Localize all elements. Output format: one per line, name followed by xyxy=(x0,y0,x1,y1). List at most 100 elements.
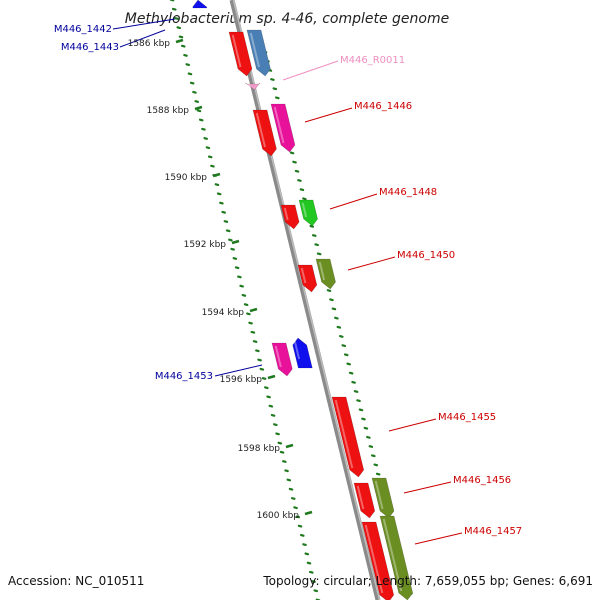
major-tick-mark xyxy=(249,307,258,313)
minor-tick xyxy=(308,570,314,574)
minor-tick xyxy=(203,137,208,140)
minor-tick xyxy=(266,395,271,399)
minor-tick xyxy=(326,289,332,292)
minor-tick xyxy=(214,183,220,187)
tick-label: 1592 kbp xyxy=(184,240,227,250)
tick-label: 1590 kbp xyxy=(165,173,208,183)
minor-tick xyxy=(275,432,280,436)
gene-label[interactable]: M446_1446 xyxy=(354,101,412,112)
minor-tick xyxy=(358,408,364,412)
gene-arrow xyxy=(379,515,414,600)
label-leaders xyxy=(112,18,463,545)
major-tick-mark xyxy=(194,105,203,111)
tick-labels: 1586 kbp 1588 kbp 1590 kbp 1592 kbp 1594 kbp… xyxy=(128,38,313,521)
minor-tick xyxy=(241,293,247,297)
minor-tick xyxy=(223,220,229,223)
minor-tick xyxy=(259,367,265,371)
tick-label: 1600 kbp xyxy=(257,511,300,521)
gene-label[interactable]: M446_1453 xyxy=(155,371,213,382)
minor-tick xyxy=(230,247,235,251)
minor-tick xyxy=(370,454,376,458)
minor-tick xyxy=(351,380,356,384)
gene-label[interactable]: M446_R0011 xyxy=(340,55,405,66)
accession-text: Accession: NC_010511 xyxy=(8,574,145,588)
minor-tick xyxy=(336,325,342,329)
gene-arrow xyxy=(297,264,318,293)
tick-label: 1588 kbp xyxy=(147,106,190,116)
gene-label[interactable]: M446_1450 xyxy=(397,250,455,261)
gene-label[interactable]: M446_1448 xyxy=(379,187,437,198)
minor-tick xyxy=(313,589,319,593)
minor-tick xyxy=(261,377,267,380)
minor-tick xyxy=(311,234,317,237)
gene-arrow-shine xyxy=(364,524,384,594)
major-tick-mark xyxy=(231,239,240,245)
minor-tick xyxy=(290,497,296,500)
gene-label[interactable]: M446_1457 xyxy=(464,526,522,537)
minor-tick xyxy=(277,441,283,445)
gene-label[interactable]: M446_1443 xyxy=(61,42,119,53)
minor-tick xyxy=(309,224,315,228)
minor-tick xyxy=(171,7,177,11)
gene-arrow xyxy=(246,29,271,77)
gene-arrow xyxy=(192,0,208,9)
minor-tick xyxy=(219,201,224,205)
minor-tick xyxy=(237,275,242,279)
minor-tick xyxy=(255,349,260,353)
gene-arrow-shine xyxy=(318,261,326,281)
minor-tick xyxy=(216,192,222,196)
gene-label[interactable]: M446_1442 xyxy=(54,24,112,35)
minor-tick xyxy=(250,330,256,334)
minor-tick xyxy=(289,151,295,155)
minor-tick xyxy=(252,340,258,343)
label-leader-line xyxy=(119,29,166,48)
minor-tick xyxy=(221,210,226,214)
minor-tick xyxy=(294,169,300,173)
gene-arrow-shine xyxy=(247,80,251,88)
minor-tick xyxy=(272,87,278,91)
minor-tick xyxy=(295,515,301,519)
minor-tick xyxy=(174,17,179,20)
gene-arrow xyxy=(270,103,296,153)
gene-arrow xyxy=(271,342,293,377)
genome-backbone xyxy=(229,0,381,600)
map-title: Methylobacterium sp. 4-46, complete geno… xyxy=(125,11,449,27)
gene-arrow-shine xyxy=(374,480,384,510)
gene-arrow-shine xyxy=(283,207,289,221)
minor-tick xyxy=(264,386,269,390)
gene-arrow xyxy=(245,82,261,91)
gene-arrow-shine xyxy=(192,0,196,4)
tick-label: 1596 kbp xyxy=(220,375,263,385)
minor-tick xyxy=(178,35,184,39)
minor-tick xyxy=(180,44,186,48)
gene-arrow-shine xyxy=(356,485,365,510)
label-leader-line xyxy=(214,364,263,377)
minor-tick xyxy=(306,561,312,565)
minor-tick xyxy=(194,100,200,103)
outer-tick-track xyxy=(169,0,321,600)
minor-tick xyxy=(207,155,213,159)
major-tick-mark xyxy=(304,510,313,516)
gene-arrow-shine xyxy=(249,32,260,68)
label-leader-line xyxy=(329,193,378,210)
gene-arrow-shine xyxy=(273,106,285,144)
gene-arrow xyxy=(252,109,277,157)
genome-info-text: Topology: circular; Length: 7,659,055 bp… xyxy=(263,574,593,588)
gene-arrow-shine xyxy=(382,518,403,592)
label-leader-line xyxy=(112,18,176,30)
minor-tick xyxy=(368,445,374,448)
minor-tick xyxy=(339,335,344,338)
gene-arrow xyxy=(280,204,300,230)
gene-label[interactable]: M446_1456 xyxy=(453,475,511,486)
minor-tick xyxy=(248,321,253,325)
minor-tick xyxy=(343,353,349,357)
gene-arrow-shine xyxy=(300,267,307,284)
label-leader-line xyxy=(388,418,437,432)
gene-label[interactable]: M446_1455 xyxy=(438,412,496,423)
minor-tick xyxy=(341,344,347,348)
minor-tick xyxy=(314,243,319,247)
tick-label: 1594 kbp xyxy=(202,308,245,318)
label-leader-line xyxy=(414,532,463,545)
minor-tick xyxy=(270,78,275,81)
minor-tick xyxy=(331,307,337,311)
